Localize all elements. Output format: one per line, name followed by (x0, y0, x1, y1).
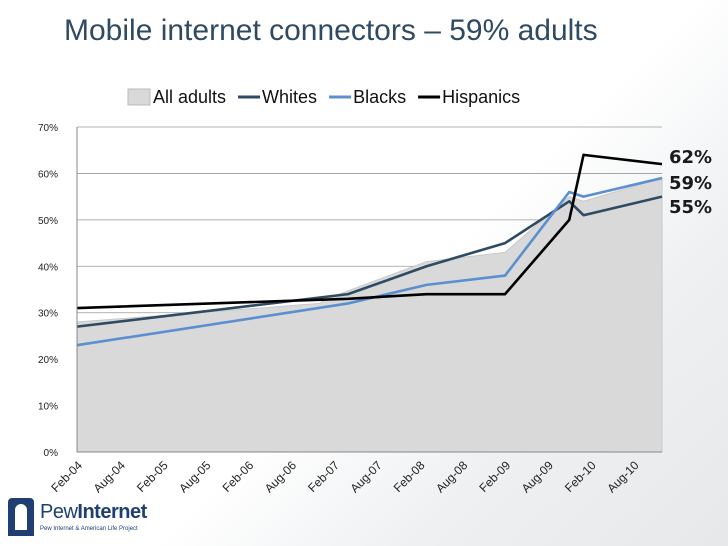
y-tick-label: 40% (38, 262, 58, 273)
y-tick-label: 60% (38, 169, 58, 180)
y-tick-label: 50% (38, 216, 58, 227)
x-tick-label: Aug-08 (433, 458, 470, 495)
x-tick-label: Aug-07 (347, 458, 384, 495)
chart-title: Mobile internet connectors – 59% adults (64, 14, 598, 47)
x-tick-label: Aug-05 (176, 458, 213, 495)
logo-name: PewInternet (40, 501, 147, 524)
end-value-label: 59% (669, 173, 712, 194)
series-line-blacks (76, 176, 663, 347)
legend-label: All adults (153, 87, 226, 107)
pew-logo-mark-icon (8, 498, 34, 536)
x-tick-label: Aug-06 (262, 458, 299, 495)
legend-swatch-area (127, 88, 151, 106)
legend-label: Blacks (353, 87, 406, 107)
x-tick-label: Aug-10 (604, 458, 641, 495)
x-tick-label: Feb-04 (48, 458, 85, 495)
legend-label: Hispanics (442, 87, 520, 107)
logo-name-light: Pew (40, 501, 78, 523)
y-tick-label: 70% (38, 123, 58, 134)
y-tick-label: 30% (38, 309, 58, 320)
logo-tagline: Pew Internet & American Life Project (40, 526, 138, 532)
y-tick-label: 20% (38, 355, 58, 366)
x-tick-label: Aug-09 (519, 458, 556, 495)
x-tick-label: Feb-05 (134, 458, 171, 495)
x-tick-label: Feb-09 (476, 458, 513, 495)
y-tick-label: 0% (44, 448, 59, 459)
x-tick-label: Feb-08 (391, 458, 428, 495)
series-line-hispanics (76, 153, 663, 310)
x-tick-label: Feb-06 (220, 458, 257, 495)
end-value-label: 62% (669, 147, 712, 168)
x-tick-label: Aug-04 (91, 458, 128, 495)
legend-label: Whites (262, 87, 317, 107)
end-value-label: 55% (669, 197, 712, 218)
y-tick-label: 10% (38, 402, 58, 413)
logo-name-bold: Internet (77, 501, 147, 523)
x-tick-label: Feb-07 (305, 458, 342, 495)
x-tick-label: Feb-10 (562, 458, 599, 495)
pew-internet-logo: PewInternet Pew Internet & American Life… (8, 496, 178, 540)
series-area-all-adults (76, 177, 663, 453)
series-line-whites (76, 195, 663, 328)
